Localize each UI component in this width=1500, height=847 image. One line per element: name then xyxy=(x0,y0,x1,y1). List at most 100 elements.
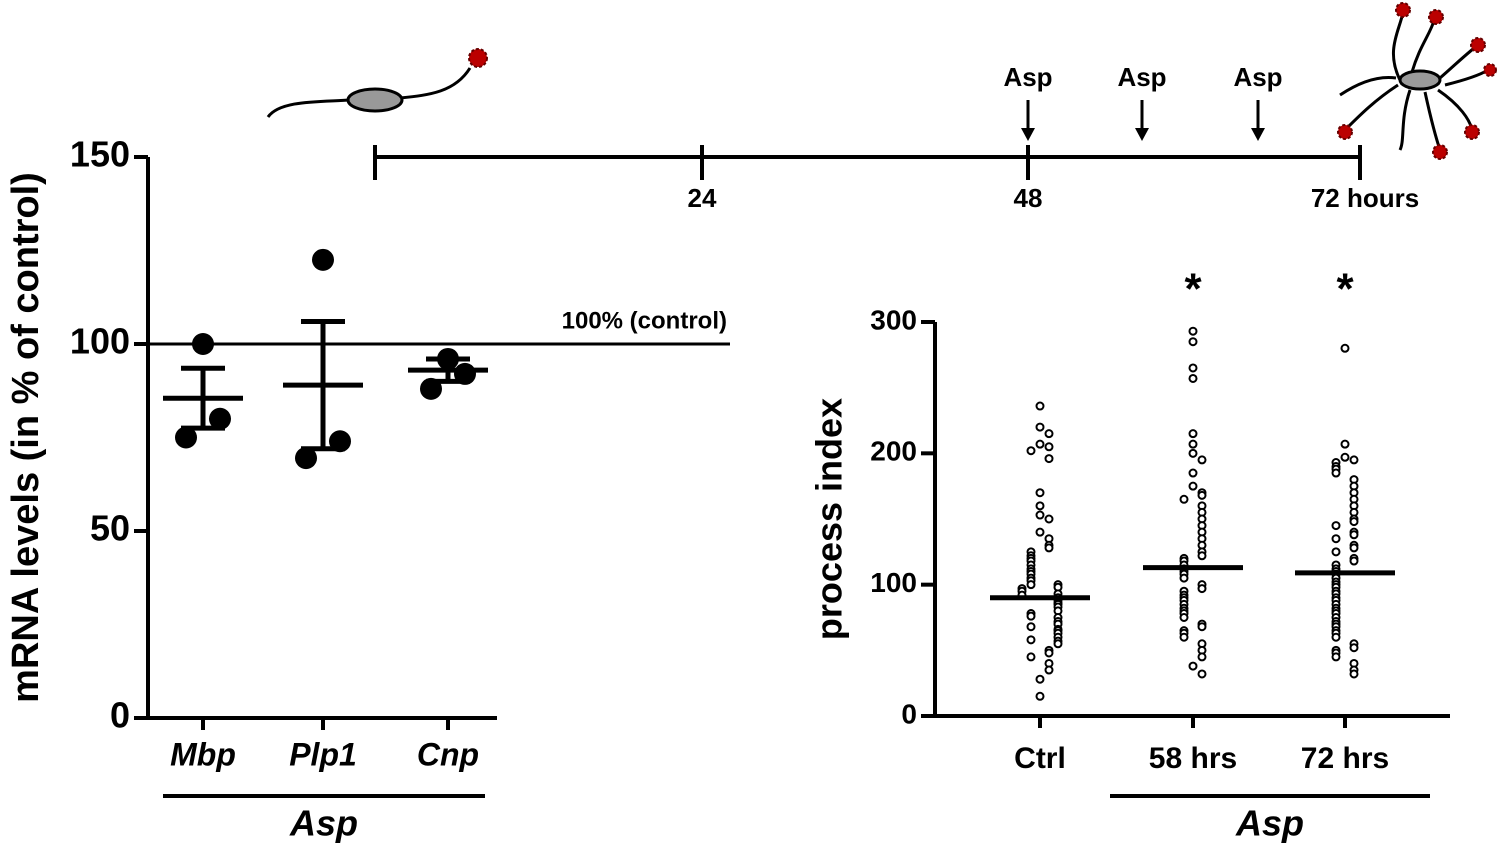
data-point xyxy=(1044,543,1054,553)
arrow-head xyxy=(1251,128,1265,141)
data-point xyxy=(1026,652,1036,662)
data-point xyxy=(1340,343,1350,353)
data-point xyxy=(1035,422,1045,432)
data-point xyxy=(1044,442,1054,452)
data-point xyxy=(1331,468,1341,478)
reference-label: 100% (control) xyxy=(562,307,727,334)
x-tick-label: Cnp xyxy=(417,736,479,772)
x-tick-label: Ctrl xyxy=(1014,742,1066,775)
y-axis-title: mRNA levels (in % of control) xyxy=(5,172,47,703)
data-point xyxy=(1179,613,1189,622)
data-point xyxy=(1044,429,1054,439)
data-point xyxy=(1197,669,1207,679)
data-point xyxy=(1349,530,1359,540)
data-point xyxy=(1197,652,1207,662)
error-bar xyxy=(181,365,225,431)
data-point xyxy=(312,248,334,271)
data-point xyxy=(1331,547,1341,557)
group-label: Asp xyxy=(289,803,358,844)
arrow-head xyxy=(1021,128,1035,141)
data-point xyxy=(1188,363,1198,373)
data-point xyxy=(1035,674,1045,684)
cell-left xyxy=(266,48,488,118)
data-point xyxy=(1197,551,1207,561)
data-point xyxy=(1026,446,1036,456)
data-point xyxy=(1340,439,1350,449)
data-point xyxy=(1331,632,1341,642)
y-tick-label: 0 xyxy=(110,695,130,736)
data-point xyxy=(1349,543,1359,553)
data-point xyxy=(1188,661,1198,671)
data-point xyxy=(1044,665,1054,675)
arrow-label: Asp xyxy=(1117,62,1166,92)
x-tick-label: 72 hrs xyxy=(1301,742,1389,775)
data-point xyxy=(1188,373,1198,383)
y-tick-label: 50 xyxy=(90,508,130,549)
data-point xyxy=(1188,337,1198,347)
x-tick-label: Mbp xyxy=(170,736,236,772)
data-point xyxy=(1044,454,1054,464)
data-point xyxy=(1331,652,1341,662)
data-point xyxy=(1188,429,1198,439)
arrow-label: Asp xyxy=(1003,62,1052,92)
y-tick-label: 200 xyxy=(870,436,917,467)
group-label: Asp xyxy=(1235,803,1304,844)
data-point xyxy=(1349,643,1359,653)
data-point xyxy=(1188,448,1198,458)
data-point xyxy=(1026,635,1036,645)
timeline-label: 24 xyxy=(688,183,717,213)
y-tick-label: 150 xyxy=(70,134,130,175)
data-point xyxy=(1349,669,1359,679)
data-point xyxy=(1035,527,1045,537)
data-point xyxy=(1035,691,1045,701)
data-point xyxy=(1188,439,1198,449)
y-tick-label: 300 xyxy=(870,304,917,335)
timeline-label: 72 hours xyxy=(1311,183,1419,213)
significance: * xyxy=(1336,265,1354,314)
data-point xyxy=(1035,439,1045,449)
error-bar xyxy=(426,356,470,384)
significance: * xyxy=(1184,265,1202,314)
x-tick-label: 58 hrs xyxy=(1149,742,1237,775)
data-point xyxy=(1179,573,1189,583)
y-tick-label: 100 xyxy=(870,567,917,598)
y-tick-label: 0 xyxy=(901,698,917,729)
data-point xyxy=(1331,534,1341,544)
data-point xyxy=(209,407,231,430)
data-point xyxy=(1035,401,1045,411)
data-point xyxy=(1349,556,1359,566)
data-point xyxy=(1026,580,1036,590)
data-point xyxy=(1197,455,1207,465)
data-point xyxy=(295,447,317,470)
data-point xyxy=(1197,622,1207,632)
data-point xyxy=(1197,490,1207,500)
data-point xyxy=(1035,488,1045,498)
y-axis-title: process index xyxy=(809,398,850,640)
data-point xyxy=(1188,468,1198,478)
data-point xyxy=(1026,611,1036,621)
data-point xyxy=(1035,510,1045,520)
cell-right xyxy=(1337,2,1497,160)
arrow-label: Asp xyxy=(1233,62,1282,92)
data-point xyxy=(1331,521,1341,531)
data-point xyxy=(1044,514,1054,524)
arrow-head xyxy=(1135,128,1149,141)
data-point xyxy=(1179,632,1189,642)
data-point xyxy=(1044,648,1054,658)
data-point xyxy=(1026,622,1036,632)
timeline-label: 48 xyxy=(1014,183,1043,213)
data-point xyxy=(1349,455,1359,465)
data-point xyxy=(1188,326,1198,336)
data-point xyxy=(1349,517,1359,527)
data-point xyxy=(1035,501,1045,511)
data-point xyxy=(1053,639,1063,649)
data-point xyxy=(1197,584,1207,594)
data-point xyxy=(1179,494,1189,504)
data-point xyxy=(175,426,197,449)
y-tick-label: 100 xyxy=(70,321,130,362)
x-tick-label: Plp1 xyxy=(289,736,357,772)
data-point xyxy=(1340,452,1350,462)
data-point xyxy=(1188,481,1198,491)
